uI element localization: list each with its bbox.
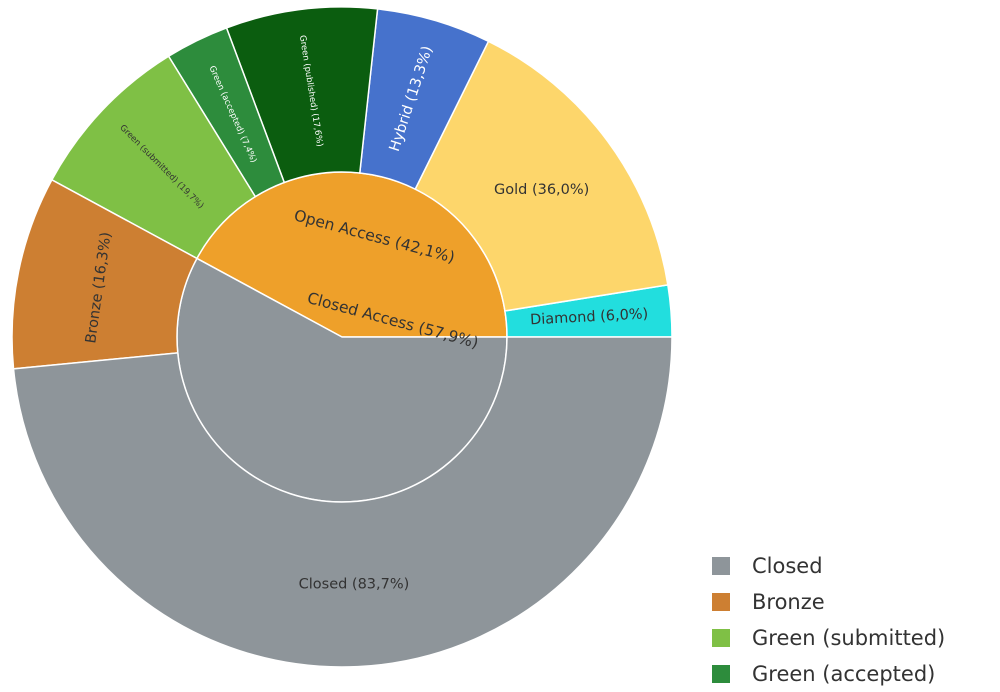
legend-item-green-submitted[interactable]: Green (submitted) <box>712 620 945 656</box>
legend-label-green-submitted: Green (submitted) <box>752 626 946 650</box>
legend-label-bronze: Bronze <box>752 590 825 614</box>
legend-label-closed: Closed <box>752 554 823 578</box>
legend-item-bronze[interactable]: Bronze <box>712 584 945 620</box>
legend-label-green-accepted: Green (accepted) <box>752 662 936 686</box>
legend-swatch-green-submitted <box>712 629 730 647</box>
legend: Closed Bronze Green (submitted) Green (a… <box>712 548 945 692</box>
legend-swatch-closed <box>712 557 730 575</box>
legend-item-green-accepted[interactable]: Green (accepted) <box>712 656 945 692</box>
sunburst-chart: Open Access (42,1%)Closed Access (57,9%)… <box>11 6 673 668</box>
label-diamond: Diamond (6,0%) <box>530 306 649 328</box>
segment-closed-outer[interactable] <box>12 336 673 668</box>
segment-gold[interactable] <box>414 40 669 312</box>
legend-item-closed[interactable]: Closed <box>712 548 945 584</box>
label-gold: Gold (36,0%) <box>494 182 589 198</box>
label-closed-outer: Closed (83,7%) <box>299 577 410 593</box>
legend-swatch-bronze <box>712 593 730 611</box>
